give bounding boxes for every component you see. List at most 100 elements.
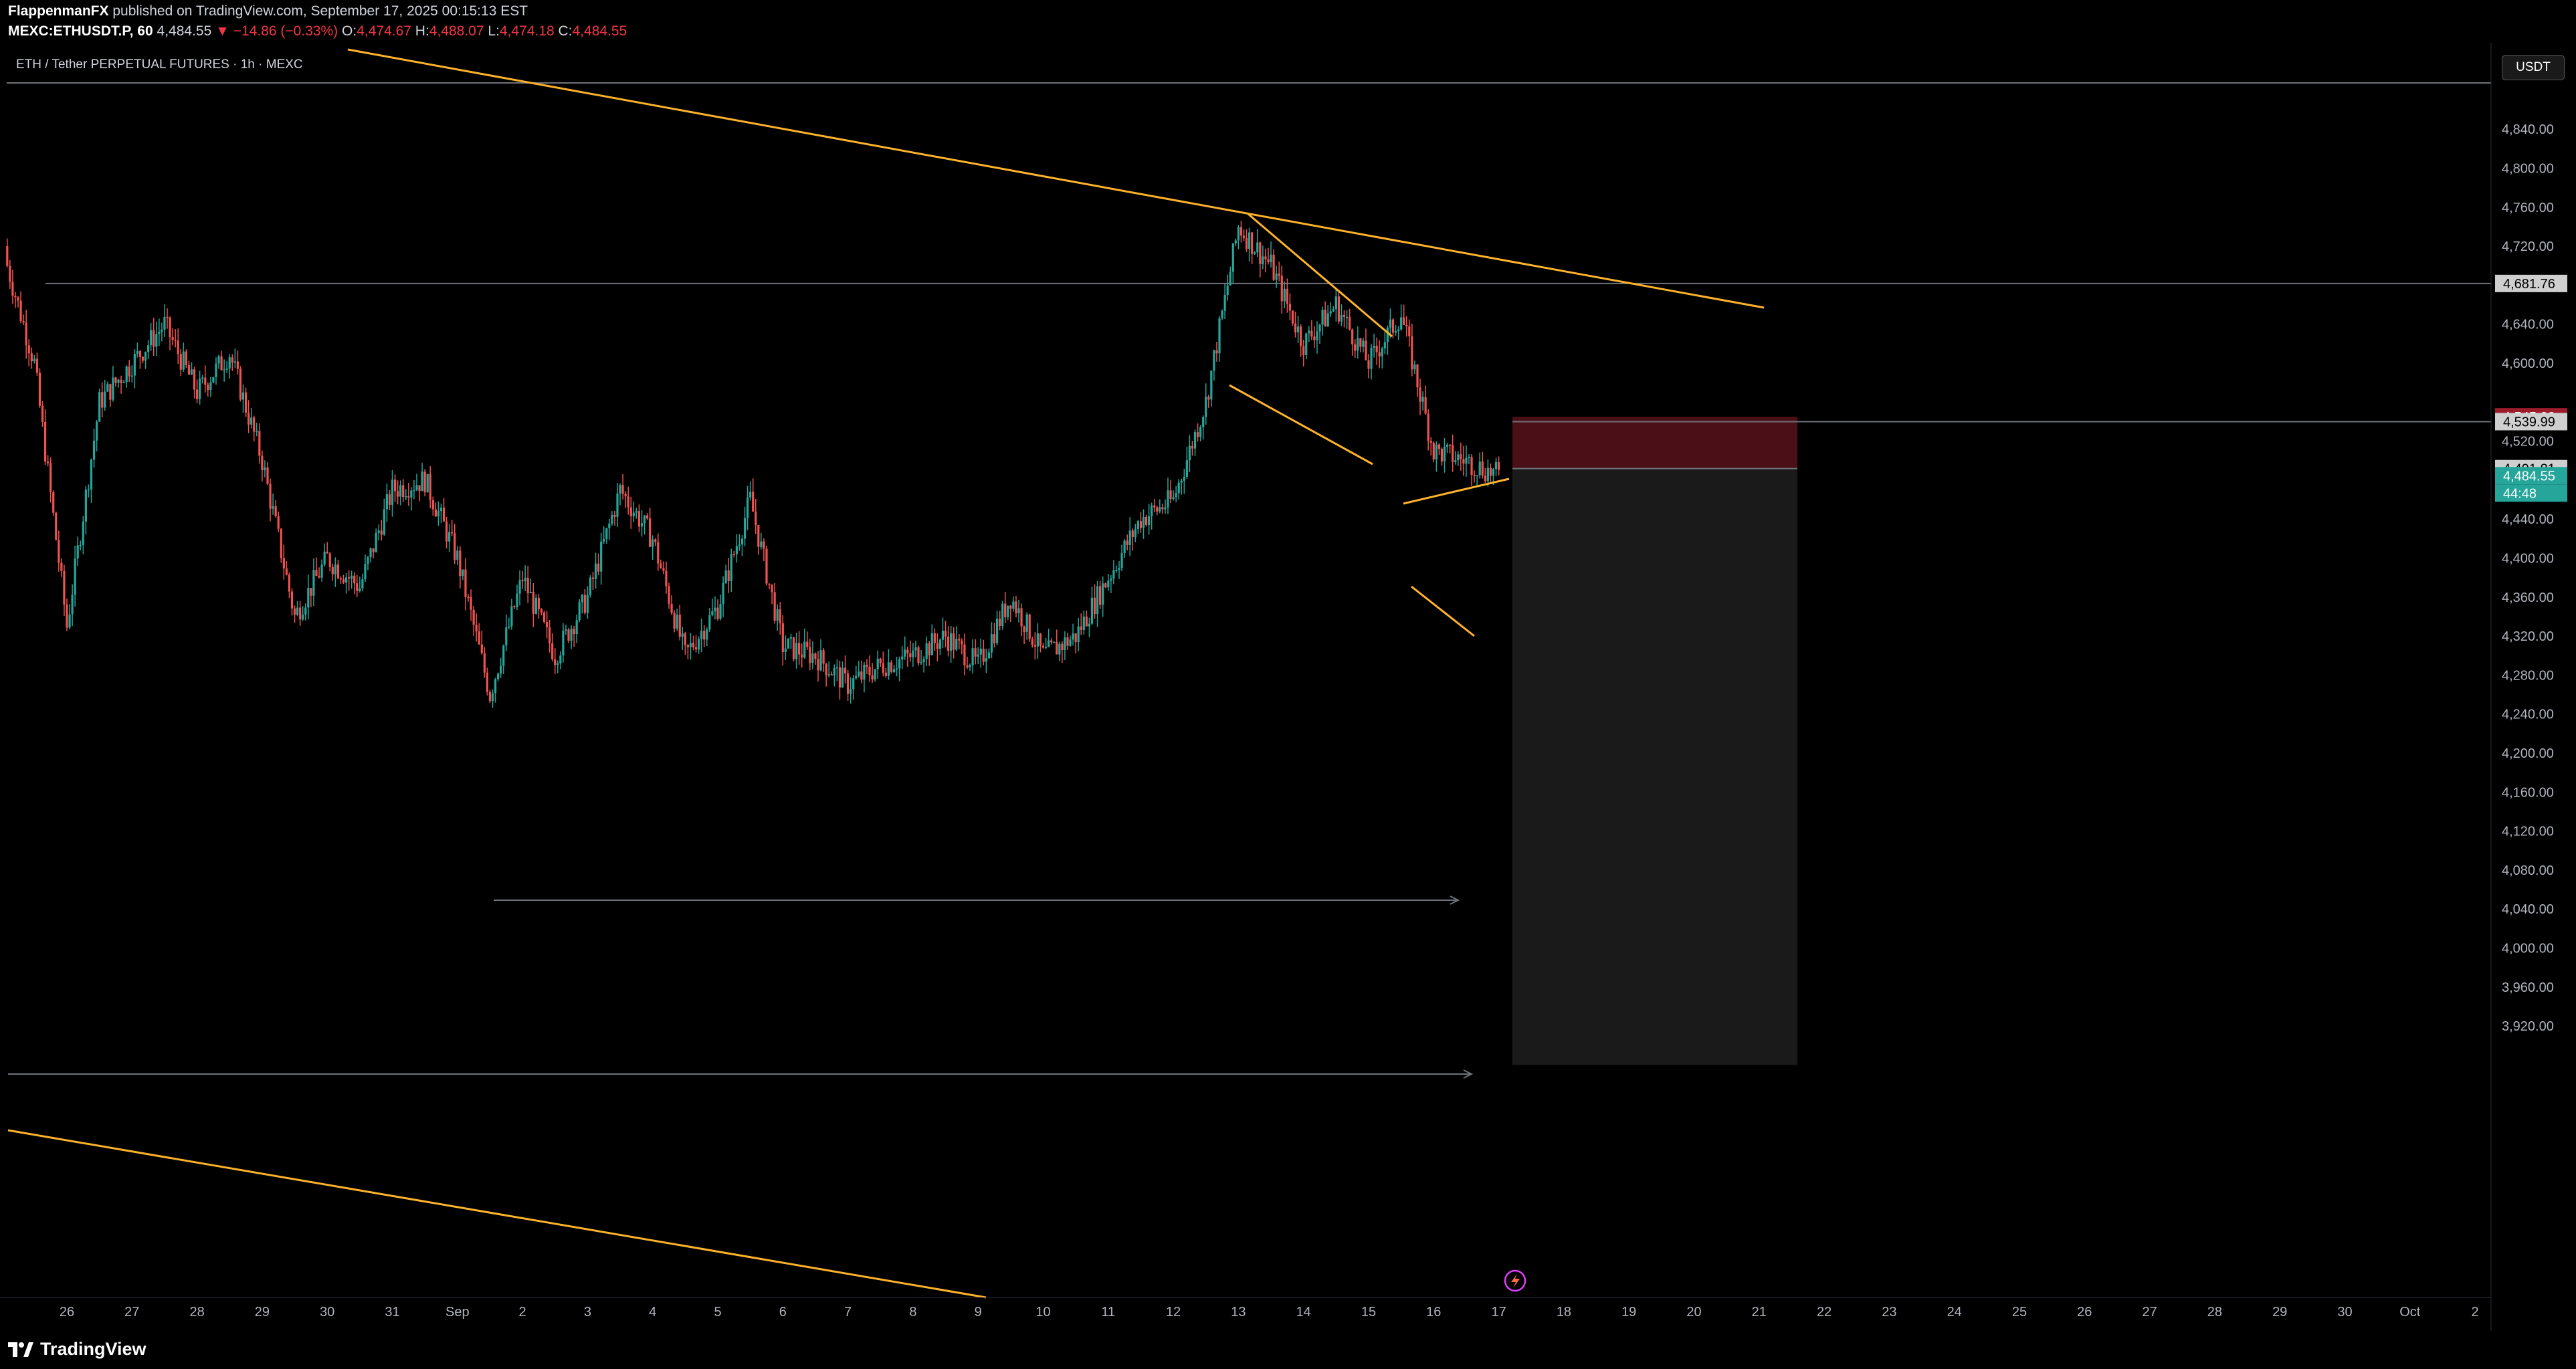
candle-body — [719, 604, 722, 619]
candle-body — [591, 577, 595, 579]
candle-body — [1183, 476, 1185, 481]
stop-zone[interactable] — [1512, 417, 1797, 469]
time-axis-label: 18 — [1557, 1305, 1571, 1320]
candle-body — [464, 569, 467, 597]
candle-body — [1248, 232, 1251, 249]
candle-body — [603, 538, 605, 542]
candle-body — [1386, 327, 1389, 342]
time-axis-label: 13 — [1231, 1305, 1246, 1320]
candle-body — [339, 578, 342, 580]
candle-body — [822, 650, 825, 664]
candle-body — [526, 577, 529, 594]
price-change: ▼ −14.86 (−0.33%) — [215, 23, 338, 39]
candle-body — [1332, 309, 1334, 312]
candle-body — [999, 619, 1001, 626]
candle-body — [133, 354, 136, 376]
candle-body — [1061, 643, 1064, 650]
candle-body — [977, 654, 979, 657]
time-axis-label: 27 — [2142, 1305, 2157, 1320]
candle-body — [1028, 614, 1031, 639]
candle-body — [549, 627, 551, 643]
candle-body — [1185, 460, 1188, 477]
candle-body — [204, 377, 207, 385]
candle-body — [1272, 254, 1275, 280]
trendline-upper-channel[interactable] — [347, 48, 1765, 309]
candle-body — [1256, 242, 1259, 253]
candle-body — [521, 580, 524, 582]
symbol-label[interactable]: MEXC:ETHUSDT.P, 60 — [8, 23, 153, 39]
candle-body — [60, 562, 63, 571]
candle-body — [1167, 490, 1169, 508]
candle-body — [258, 431, 261, 456]
candle-body — [852, 678, 855, 690]
time-axis-label: 22 — [1817, 1305, 1831, 1320]
candle-body — [92, 440, 96, 460]
open-label: O: — [342, 23, 357, 39]
candle-body — [738, 544, 741, 546]
candle-body — [1245, 237, 1248, 249]
candle-body — [239, 368, 242, 400]
candle-body — [814, 653, 817, 659]
candle-body — [801, 654, 803, 658]
candle-body — [472, 609, 475, 625]
open-value: 4,474.67 — [357, 23, 411, 39]
chart-title: ETH / Tether PERPETUAL FUTURES · 1h · ME… — [16, 58, 303, 72]
candle-body — [33, 358, 35, 362]
candle-body — [367, 557, 369, 564]
target-zone[interactable] — [1512, 468, 1797, 1065]
candle-body — [922, 659, 925, 662]
candle-body — [1405, 324, 1408, 326]
candle-body — [686, 645, 690, 647]
candle-body — [1215, 350, 1218, 354]
price-tag[interactable] — [2495, 274, 2567, 292]
published-info: published on TradingView.com, September … — [108, 3, 528, 19]
price-tag[interactable] — [2495, 484, 2567, 502]
time-axis-label: 17 — [1491, 1305, 1506, 1320]
candle-body — [125, 366, 128, 383]
time-axis-label: 2 — [519, 1305, 526, 1320]
flag-upper-line[interactable] — [1248, 213, 1393, 338]
price-tag[interactable] — [2495, 467, 2567, 485]
wedge-upper-line[interactable] — [1403, 478, 1510, 505]
candle-body — [1334, 296, 1337, 310]
wedge-lower-line[interactable] — [1411, 585, 1475, 637]
candle-body — [740, 538, 744, 545]
replay-lightning-icon[interactable] — [1504, 1269, 1526, 1292]
candle-body — [958, 639, 961, 641]
candle-body — [1123, 540, 1126, 554]
time-axis-label: 31 — [385, 1305, 399, 1320]
candle-body — [806, 641, 809, 647]
candle-body — [1074, 633, 1077, 643]
candle-body — [1429, 441, 1432, 443]
candle-body — [244, 392, 247, 413]
trendline-lower-channel[interactable] — [7, 1129, 987, 1299]
candle-body — [82, 521, 84, 545]
candle-body — [353, 575, 356, 584]
author-name[interactable]: FlappenmanFX — [8, 3, 109, 19]
candle-body — [90, 459, 93, 490]
candle-body — [199, 379, 201, 399]
price-tag[interactable] — [2495, 413, 2567, 431]
candle-body — [1381, 348, 1383, 356]
chart-canvas[interactable]: 4,840.00 4,800.00 4,760.00 4,720.00 4,640.00… — [0, 43, 2576, 1331]
candle-body — [225, 368, 228, 370]
time-axis-label: 6 — [779, 1305, 787, 1320]
candle-body — [730, 554, 732, 582]
candle-body — [1470, 457, 1473, 475]
candle-body — [917, 647, 920, 663]
candle-body — [554, 659, 557, 665]
flag-lower-line[interactable] — [1229, 384, 1373, 465]
time-axis-label: 10 — [1035, 1305, 1050, 1320]
candle-body — [830, 674, 833, 675]
candle-body — [884, 672, 887, 676]
price-tick-label: 4,720.00 — [2502, 239, 2554, 254]
candle-body — [342, 579, 345, 583]
candle-body — [27, 345, 30, 354]
currency-button[interactable]: USDT — [2502, 55, 2565, 80]
tradingview-logo[interactable]: TradingView — [8, 1339, 146, 1360]
candle-body — [43, 422, 47, 462]
candle-body — [773, 592, 776, 621]
candle-body — [1462, 459, 1465, 464]
candle-body — [1302, 346, 1305, 356]
candle-body — [654, 539, 657, 542]
